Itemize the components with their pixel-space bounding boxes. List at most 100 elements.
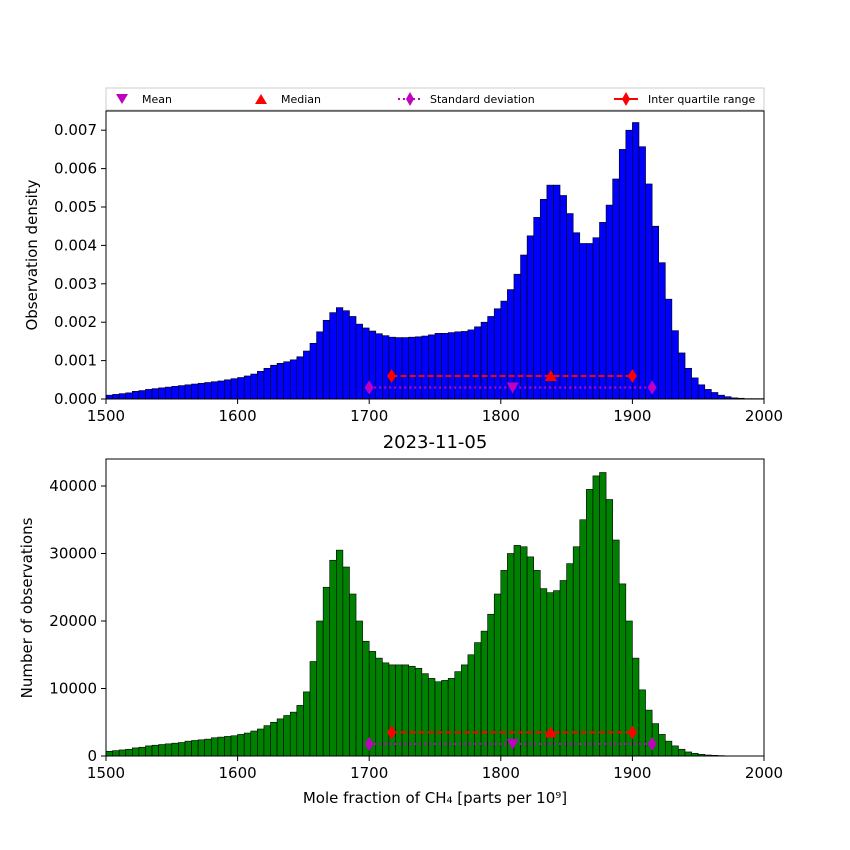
top-bar [684,367,692,400]
legend-iqr-marker [622,92,630,106]
bottom-bar [151,744,159,757]
top-bar [697,384,706,400]
top-bar [237,377,245,400]
top-median-marker [544,369,557,381]
top-bar [355,323,363,400]
top-bar [408,336,416,400]
legend-mean-label: Mean [142,93,172,106]
bottom-panel: 2023-11-05 1500 1600 1700 1800 1900 2000 0 100… [18,432,783,807]
top-ytick-label: 0.000 [54,390,97,408]
top-bar [572,232,581,400]
bottom-bar [520,546,528,757]
top-bar [717,394,725,400]
top-bar [289,359,298,400]
bottom-mean-marker [506,738,519,750]
top-bar [513,273,521,400]
bottom-bar [480,630,488,757]
top-bar [335,307,344,400]
top-bar [349,316,357,400]
bottom-xtick-label: 2000 [745,764,783,782]
top-xtick-label: 1700 [350,407,388,425]
top-bar [500,300,508,400]
top-bar [526,235,534,400]
top-bar [421,335,429,400]
bottom-bar [605,499,613,757]
top-bar [158,387,166,400]
bottom-bar [105,750,113,757]
top-bar [210,381,219,400]
bottom-bar [395,664,403,757]
bottom-bar [210,737,219,757]
top-ytick-label: 0.005 [54,198,97,216]
top-bar [217,380,225,400]
bottom-bar [132,747,140,757]
top-bar [618,149,627,400]
top-bar [263,367,271,400]
top-bar [250,373,258,400]
bottom-bar [158,744,166,757]
bottom-bar [559,580,567,757]
top-xtick-label: 1900 [613,407,651,425]
bottom-iqr-high-marker [627,725,637,740]
bottom-bar [579,519,587,757]
top-bar [164,386,173,400]
top-ytick-label: 0.001 [54,352,97,370]
bottom-bar [276,718,284,757]
top-bar [401,337,409,400]
bottom-bar [599,472,607,757]
bottom-bar [526,556,534,757]
bottom-bar [296,705,304,757]
bottom-bar [224,736,232,757]
top-axes-frame [105,110,765,400]
top-bar [691,377,699,400]
bottom-bar [118,749,127,757]
top-markers [364,368,657,395]
top-ytick-label: 0.003 [54,275,97,293]
bottom-xtick-label: 1600 [219,764,257,782]
top-bar [447,332,456,400]
bottom-xlabel: Mole fraction of CH₄ [parts per 10⁹] [303,789,567,807]
top-bar [664,298,673,400]
legend-mean-marker [116,94,128,104]
bottom-bar [632,657,640,757]
top-bar [112,394,120,400]
top-bar [224,379,232,400]
bottom-bar [513,545,521,757]
bottom-iqr-low-marker [387,725,397,740]
top-bar [645,183,653,400]
bottom-bar [250,730,258,757]
bottom-bar [197,739,205,757]
bottom-bar [586,489,594,757]
bottom-bar [658,734,666,757]
bottom-bar [388,664,396,757]
bottom-bar [303,691,311,757]
top-bar [599,222,607,400]
legend-std-label: Standard deviation [430,93,535,106]
bottom-bar [230,735,238,757]
top-bar [145,389,153,400]
bottom-xtick-label: 1500 [87,764,125,782]
top-bar [539,199,548,400]
top-ytick-label: 0.007 [54,121,97,139]
top-std-low-marker [364,380,374,395]
bottom-bar [178,742,186,757]
top-bar [493,308,502,400]
bottom-std-high-marker [647,736,657,751]
bottom-ytick-label: 10000 [49,680,97,698]
top-bar [105,394,113,400]
bottom-bar [112,750,120,757]
bottom-bar [283,715,291,757]
top-bar [276,362,284,400]
bottom-bar [447,678,456,757]
bottom-ytick-label: 30000 [49,545,97,563]
legend-median-marker [255,94,267,104]
top-bar [230,378,238,400]
top-ytick-label: 0.004 [54,236,97,254]
bottom-ytick-label: 40000 [49,477,97,495]
bottom-bar [612,539,620,757]
bottom-bar [467,654,475,757]
bottom-bar [316,620,324,757]
top-bar [283,361,291,400]
top-bar [388,336,396,400]
bottom-bar [474,642,482,757]
